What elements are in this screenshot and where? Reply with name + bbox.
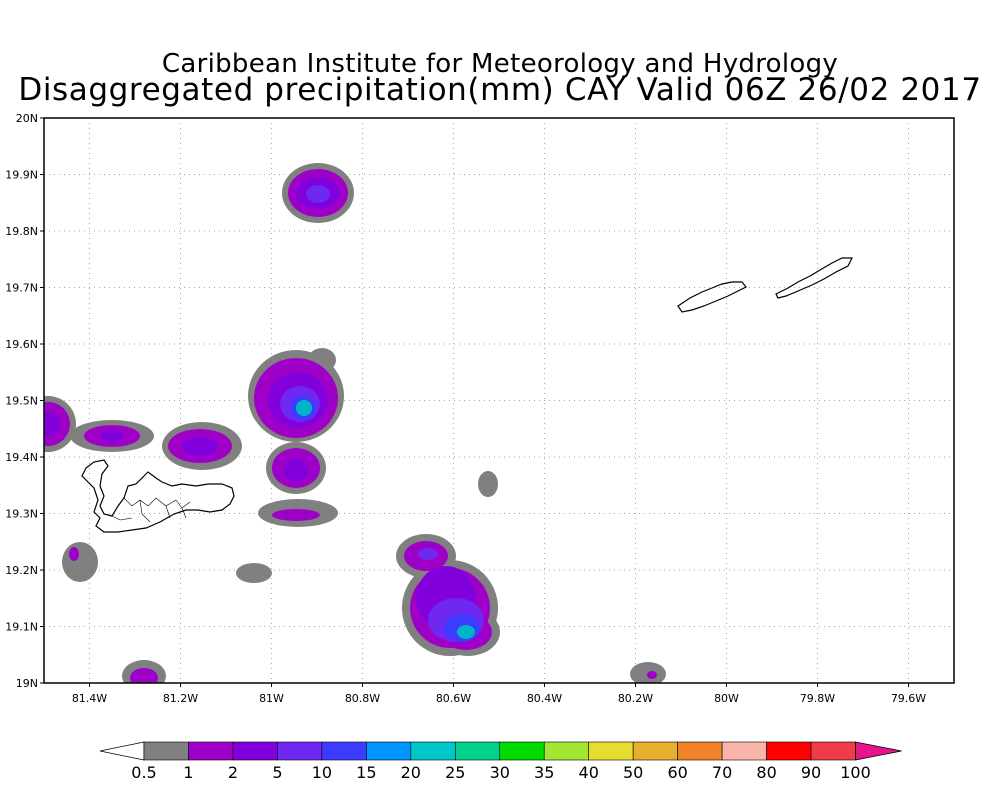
precip-cell-southwest [62, 542, 98, 582]
coastlines [81, 257, 853, 533]
colorbar-label: 1 [183, 763, 193, 782]
colorbar-label: 2 [228, 763, 238, 782]
colorbar-label: 15 [356, 763, 376, 782]
x-tick-label: 80.4W [527, 692, 562, 705]
y-tick-label: 19.5N [5, 395, 38, 408]
colorbar-label: 100 [840, 763, 871, 782]
grand-cayman-coastline [81, 459, 235, 533]
precip-cell-central-south [258, 442, 338, 527]
colorbar-label: 25 [445, 763, 465, 782]
little-cayman-coastline [677, 281, 747, 313]
colorbar-swatch [143, 741, 189, 761]
colorbar-swatch [188, 741, 234, 761]
colorbar-swatch [232, 741, 278, 761]
colorbar-swatch [632, 741, 678, 761]
grand-cayman-inner-lines [111, 497, 191, 523]
colorbar-label: 0.5 [131, 763, 156, 782]
x-axis: 81.4W 81.2W 81W 80.8W 80.6W 80.4W 80.2W 80W 79.8… [72, 683, 926, 705]
y-axis: 19N 19.1N 19.2N 19.3N 19.4N 19.5N 19.6N 19.7N 19… [5, 112, 44, 690]
precipitation-layer [44, 163, 666, 683]
colorbar-label: 70 [712, 763, 732, 782]
colorbar-legend: 0.5 1 2 5 10 15 20 25 30 35 40 50 60 70 80 90 100 [99, 741, 902, 782]
x-tick-label: 81.4W [72, 692, 107, 705]
y-tick-label: 20N [16, 112, 38, 125]
precip-cell-southeast [396, 534, 500, 656]
colorbar-swatch [810, 741, 856, 761]
x-tick-label: 80.2W [618, 692, 653, 705]
colorbar-label: 80 [756, 763, 776, 782]
colorbar-swatch [410, 741, 456, 761]
y-tick-label: 19.4N [5, 451, 38, 464]
colorbar-swatch [766, 741, 812, 761]
colorbar-swatch [721, 741, 767, 761]
chart-subtitle: Disaggregated precipitation(mm) CAY Vali… [18, 72, 982, 108]
colorbar-label: 30 [490, 763, 510, 782]
precip-cell-south-small [236, 563, 272, 583]
x-tick-label: 80.8W [345, 692, 380, 705]
colorbar-label: 50 [623, 763, 643, 782]
y-tick-label: 19.7N [5, 282, 38, 295]
y-tick-label: 19N [16, 677, 38, 690]
map-grid [44, 118, 954, 683]
colorbar-swatch [588, 741, 634, 761]
y-tick-label: 19.2N [5, 564, 38, 577]
colorbar-label: 35 [534, 763, 554, 782]
colorbar-swatch [454, 741, 501, 761]
precip-cell-west [70, 420, 154, 452]
colorbar-label: 90 [801, 763, 821, 782]
y-tick-label: 19.3N [5, 508, 38, 521]
x-tick-label: 79.6W [891, 692, 926, 705]
x-tick-label: 80W [714, 692, 739, 705]
colorbar-label: 5 [272, 763, 282, 782]
colorbar-swatch-low [99, 741, 145, 761]
y-tick-label: 19.9N [5, 169, 38, 182]
x-tick-label: 79.8W [800, 692, 835, 705]
colorbar-label: 20 [401, 763, 421, 782]
precip-cell-bottom-right [630, 662, 666, 683]
y-tick-label: 19.6N [5, 338, 38, 351]
colorbar-label: 60 [667, 763, 687, 782]
precip-cell-west-edge [44, 396, 76, 452]
colorbar-swatch [543, 741, 589, 761]
precip-cell-bottom-left [122, 660, 166, 683]
precip-cell-north [282, 163, 354, 223]
colorbar-label: 40 [579, 763, 599, 782]
x-tick-label: 81.2W [163, 692, 198, 705]
colorbar-swatch [277, 741, 323, 761]
cayman-brac-coastline [775, 257, 853, 299]
x-tick-label: 80.6W [436, 692, 471, 705]
chart-title: Caribbean Institute for Meteorology and … [161, 49, 839, 79]
colorbar-swatch-high [855, 741, 902, 761]
precip-cell-central [248, 348, 344, 442]
colorbar-swatch [499, 741, 545, 761]
y-tick-label: 19.8N [5, 225, 38, 238]
colorbar-swatch [366, 741, 412, 761]
colorbar-swatch [677, 741, 723, 761]
precip-cell-small-east [478, 471, 498, 497]
precip-cell-grand-cayman-north [162, 422, 242, 470]
y-tick-label: 19.1N [5, 621, 38, 634]
x-tick-label: 81W [259, 692, 284, 705]
colorbar-swatch [321, 741, 367, 761]
colorbar-label: 10 [312, 763, 332, 782]
